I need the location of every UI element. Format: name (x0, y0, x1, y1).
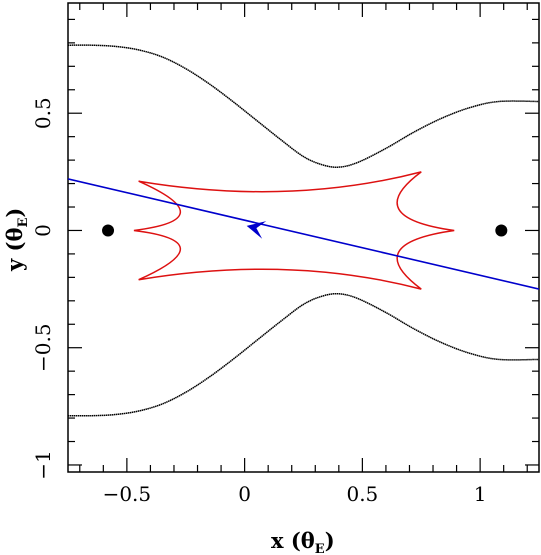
y-tick-label: −0.5 (31, 323, 55, 372)
critical-curves (68, 44, 539, 417)
caustic (133, 171, 455, 290)
y-tick-label: 0 (31, 224, 55, 237)
tick-marks (68, 3, 539, 472)
lens-dot (495, 224, 508, 237)
lens-masses (102, 224, 508, 237)
x-tick-label: 0 (238, 482, 251, 506)
tick-labels: −0.5 0 0.5 1 −1 −0.5 0 0.5 (31, 97, 486, 506)
caustic-curve (133, 171, 455, 290)
x-tick-label: 0.5 (346, 482, 378, 506)
y-tick-label: 0.5 (31, 97, 55, 129)
plot-frame (67, 2, 540, 473)
trajectory-arrow (246, 221, 267, 239)
plot-area (68, 44, 539, 417)
x-axis-label: x (θE) (271, 528, 335, 555)
source-trajectory (68, 178, 539, 290)
x-tick-label: −0.5 (103, 482, 152, 506)
lens-dot (102, 224, 115, 237)
critical-curve-upper (68, 44, 539, 168)
y-axis-label: y (θE) (2, 208, 31, 272)
x-tick-label: 1 (474, 482, 487, 506)
critical-curve-lower (68, 292, 539, 417)
y-tick-label: −1 (31, 450, 55, 479)
trajectory-line (68, 178, 539, 290)
